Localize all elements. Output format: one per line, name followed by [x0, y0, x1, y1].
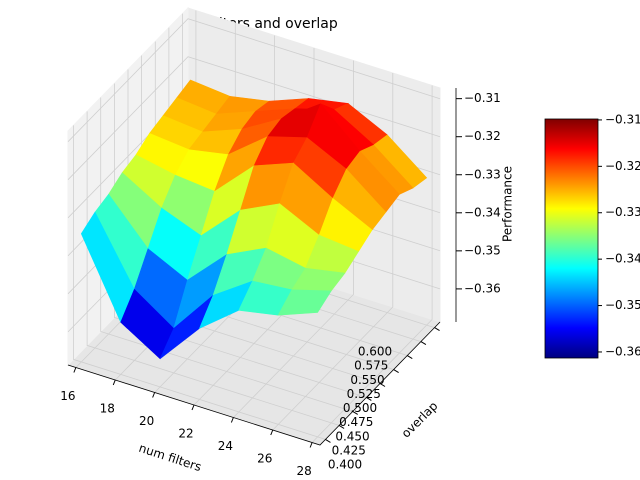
- x-tick: [309, 442, 313, 448]
- z-tick-label: −0.35: [464, 243, 501, 257]
- x-tick-label: 28: [296, 464, 311, 478]
- colorbar-tick-label: −0.33: [605, 205, 640, 219]
- grid-line: [73, 125, 326, 440]
- x-tick: [152, 392, 156, 398]
- y-tick: [434, 327, 440, 332]
- y-tick-label: 0.525: [347, 387, 381, 401]
- x-tick: [112, 379, 116, 386]
- y-tick-label: 0.425: [332, 443, 366, 457]
- z-axis-title: Performance: [501, 166, 515, 242]
- x-tick-label: 22: [178, 427, 193, 441]
- grid-line: [311, 85, 433, 443]
- x-tick: [270, 429, 274, 436]
- x-tick-label: 16: [60, 389, 75, 403]
- y-tick: [407, 355, 413, 359]
- z-tick-label: −0.33: [464, 167, 501, 181]
- surface-face: [277, 289, 332, 316]
- axis-line: [67, 321, 441, 446]
- z-tick-label: −0.36: [464, 281, 501, 295]
- grid-line: [114, 83, 367, 398]
- y-tick: [338, 425, 345, 429]
- y-tick-label: 0.500: [343, 401, 377, 415]
- y-tick: [352, 411, 358, 415]
- grid-line: [100, 97, 353, 412]
- grid-line: [67, 18, 441, 142]
- x-tick-label: 26: [257, 452, 272, 466]
- y-tick-label: 0.550: [350, 373, 384, 387]
- y-tick-label: 0.450: [335, 429, 369, 443]
- colorbar: [544, 118, 599, 359]
- x-tick: [230, 417, 234, 423]
- colorbar-tick-label: −0.31: [605, 112, 640, 126]
- x-tick-label: 24: [218, 439, 233, 453]
- grid-line: [86, 111, 340, 426]
- x-tick-label: 18: [100, 402, 115, 416]
- y-tick-label: 0.475: [339, 415, 373, 429]
- z-tick-label: −0.32: [464, 129, 501, 143]
- y-tick-label: 0.575: [354, 359, 388, 373]
- y-tick-label: 0.400: [328, 458, 362, 472]
- x-tick: [73, 367, 77, 373]
- y-tick: [325, 438, 331, 443]
- z-tick-label: −0.31: [464, 91, 501, 105]
- colorbar-tick-label: −0.35: [605, 298, 640, 312]
- y-axis-title: overlap: [399, 399, 441, 441]
- x-axis-title: num filters: [137, 441, 203, 474]
- colorbar-tick-label: −0.32: [605, 159, 640, 173]
- y-tick: [420, 341, 427, 345]
- colorbar-tick-label: −0.34: [605, 252, 640, 266]
- x-tick-label: 20: [139, 414, 154, 428]
- x-tick: [191, 404, 195, 411]
- colorbar-tick-label: −0.36: [605, 344, 640, 358]
- y-tick: [379, 383, 386, 387]
- y-tick: [366, 397, 372, 401]
- y-tick: [393, 369, 399, 373]
- y-tick-label: 0.600: [358, 345, 392, 359]
- z-tick-label: −0.34: [464, 205, 501, 219]
